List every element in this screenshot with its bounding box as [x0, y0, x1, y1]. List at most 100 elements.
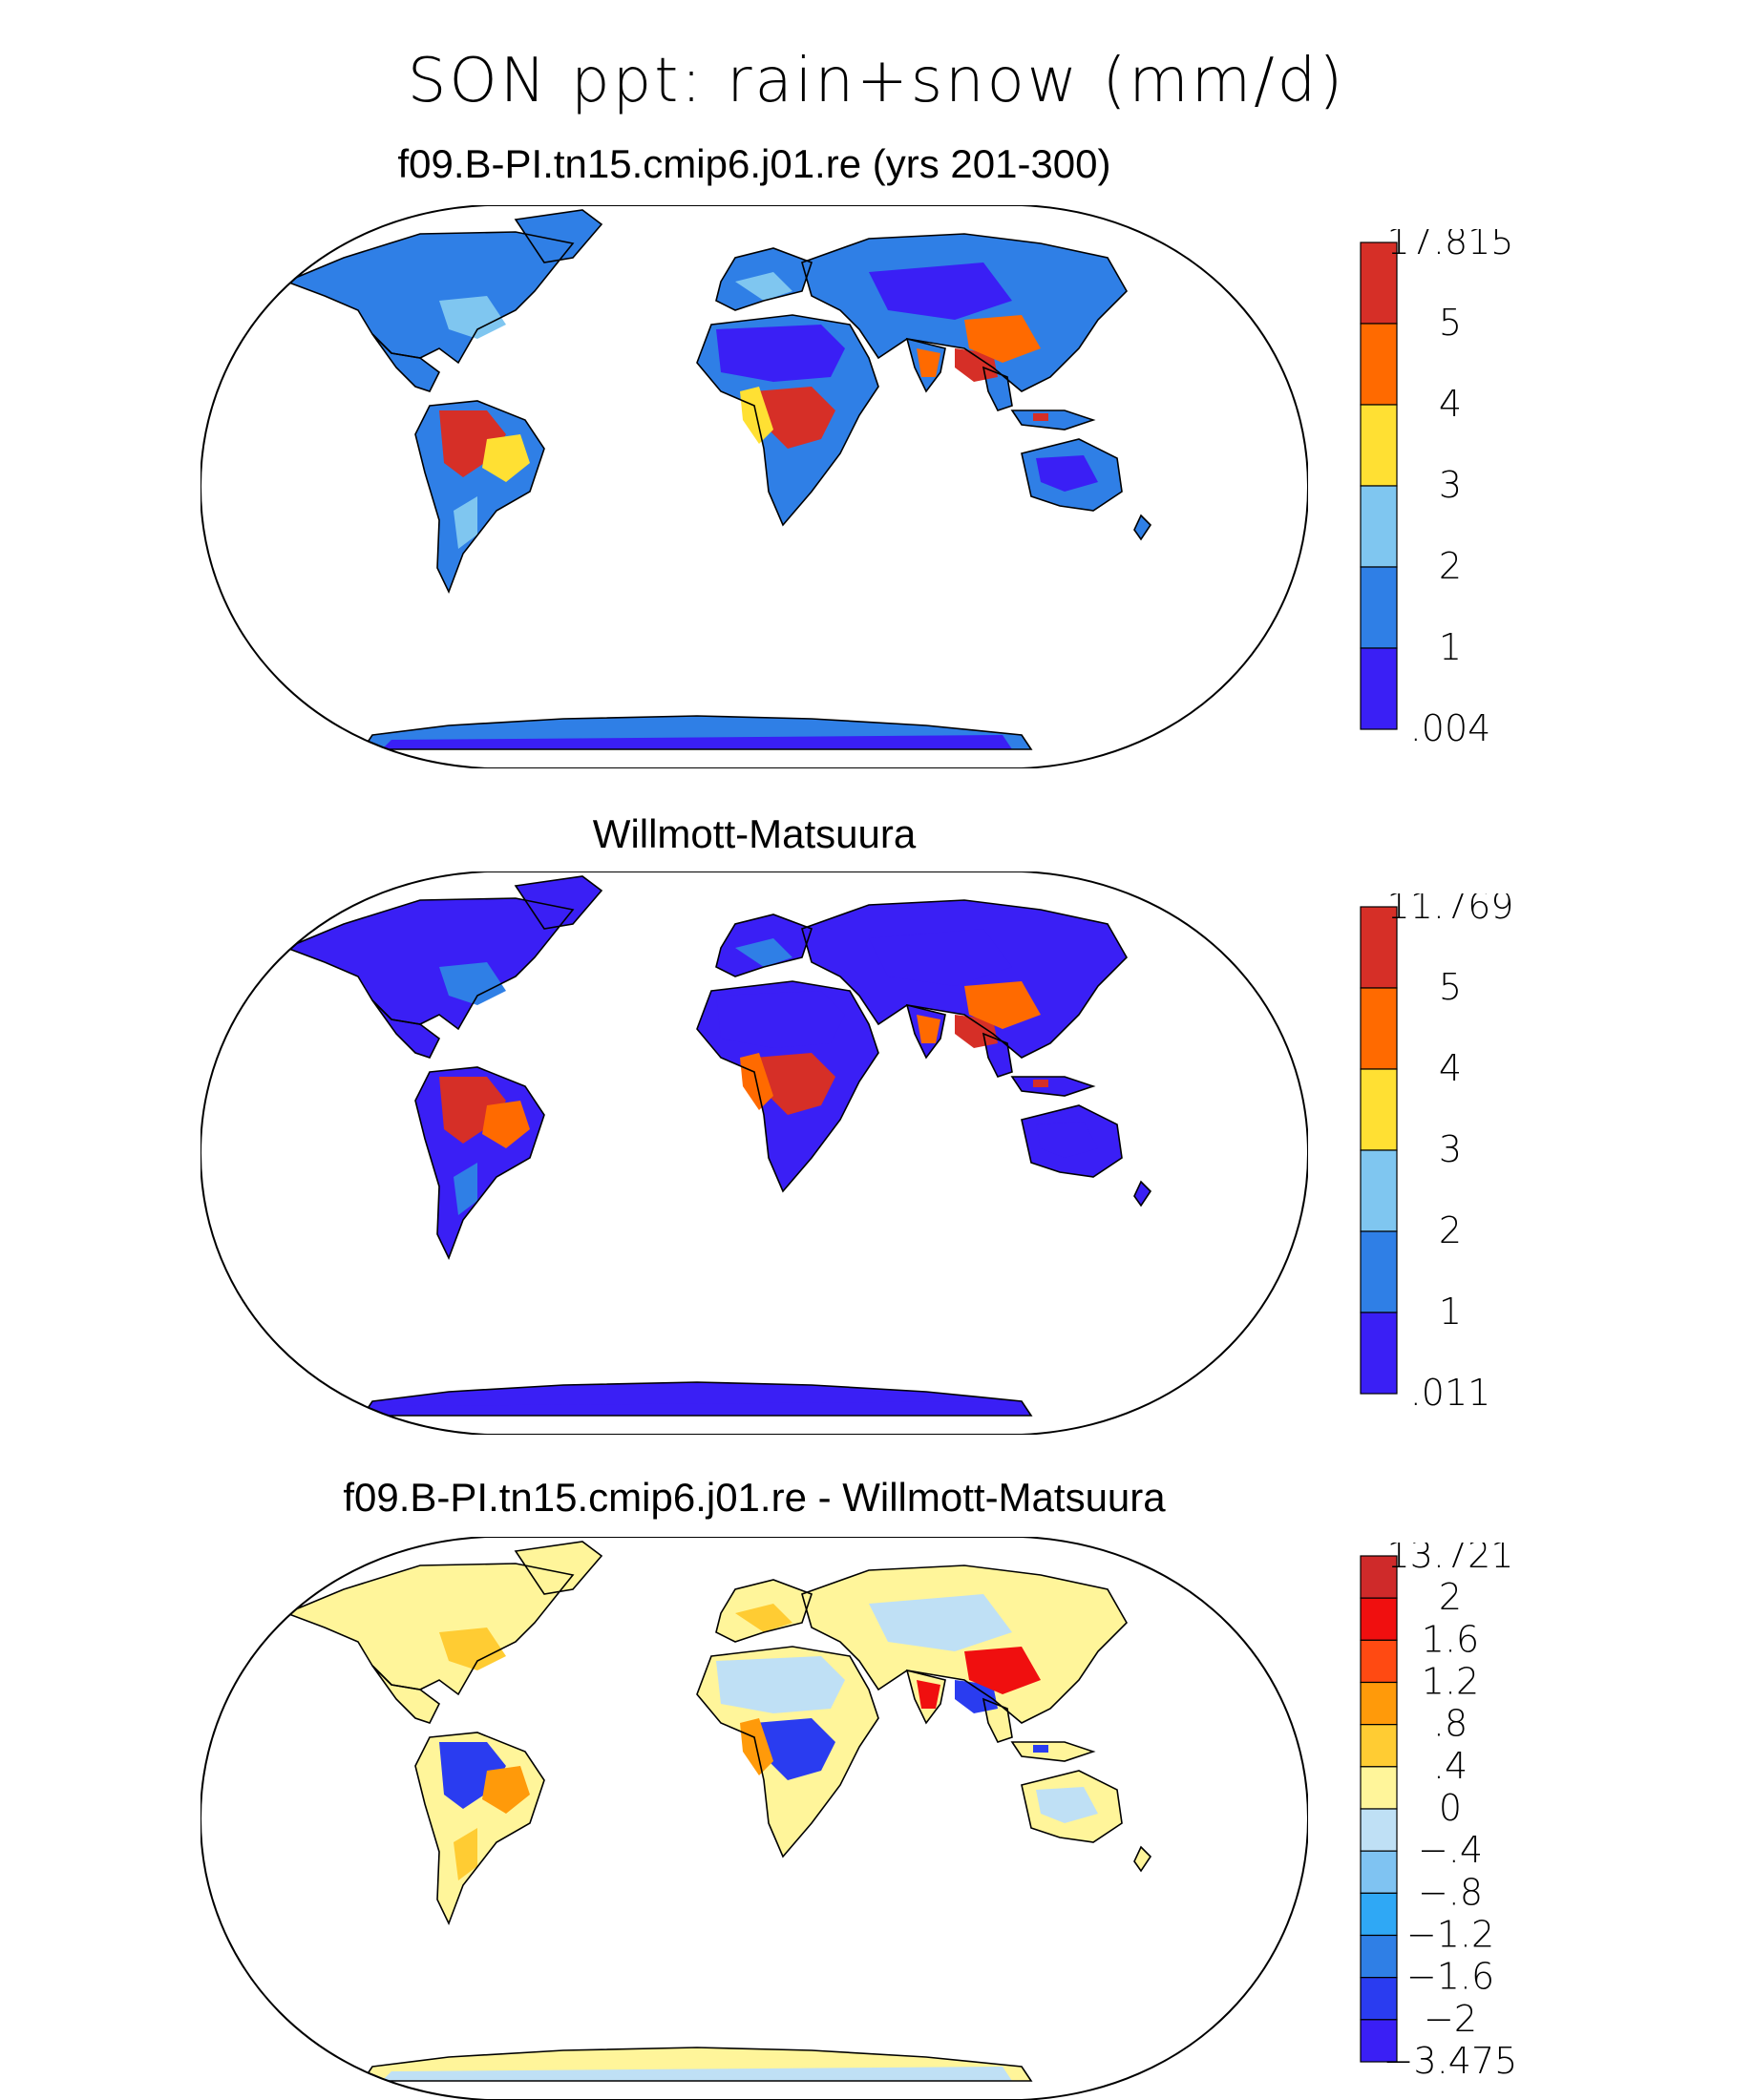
- coastline-greenland: [514, 1541, 603, 1595]
- land-centralAmerica: [372, 1000, 439, 1058]
- field-arid-2: [869, 1594, 1012, 1651]
- field-arid-3: [382, 735, 1012, 749]
- colorbar-label-11: −2: [1424, 1998, 1477, 2040]
- field-moist_mid-1: [735, 272, 792, 301]
- colorbar-label-0: 17.815: [1387, 229, 1514, 262]
- colorbar-swatch-3: [1360, 485, 1398, 568]
- colorbar-label-3: 3: [1439, 1128, 1462, 1170]
- field-tropics_wet-2: [955, 1680, 998, 1713]
- field-tropics_mod-0: [482, 434, 530, 482]
- colorbar-label-6: .011: [1410, 1372, 1491, 1409]
- colorbar-swatch-3: [1360, 1149, 1398, 1232]
- coastline-seAsia: [982, 1032, 1013, 1078]
- coastline-asia: [801, 1564, 1128, 1724]
- colorbar-swatch-2: [1360, 404, 1398, 487]
- field-arid-2: [869, 262, 1012, 320]
- land-northAmerica: [286, 1564, 573, 1694]
- field-arid-0: [716, 325, 845, 382]
- field-arid-1: [1036, 1787, 1098, 1823]
- field-tropics_wet-1: [754, 1718, 835, 1780]
- colorbar-swatch-10: [1360, 1977, 1398, 2021]
- colorbar-label-5: .4: [1433, 1745, 1468, 1787]
- field-arid-0: [716, 991, 845, 1048]
- colorbar-model: 17.815 5 4 3 2 1 .004: [1360, 229, 1514, 745]
- colorbar-swatch-6: [1360, 1808, 1398, 1852]
- coastline-northAmerica: [284, 231, 575, 365]
- colorbar-swatch-3: [1360, 1681, 1398, 1726]
- land-northAmerica: [286, 898, 573, 1029]
- coastline-southAmerica: [414, 400, 545, 595]
- field-monsoon-0: [964, 981, 1041, 1029]
- colorbar-label-2: 1.6: [1422, 1618, 1479, 1660]
- field-arid-1: [1036, 1122, 1098, 1158]
- coastline-asia: [801, 233, 1128, 392]
- land-centralAmerica: [372, 1666, 439, 1723]
- coastline-africa: [696, 1646, 879, 1858]
- colorbar-swatch-8: [1360, 1892, 1398, 1937]
- field-monsoon-1: [917, 348, 940, 377]
- colorbar-label-8: −.8: [1418, 1871, 1483, 1913]
- colorbar-swatch-2: [1360, 1639, 1398, 1684]
- coastline-newZealand: [1133, 1845, 1152, 1873]
- colorbar-label-2: 4: [1439, 1047, 1462, 1089]
- field-moist_mid-0: [439, 962, 506, 1005]
- field-moist_mid-2: [454, 1828, 477, 1880]
- field-arid-0: [716, 1656, 845, 1713]
- map-boundary: [201, 872, 1308, 1435]
- coastline-centralAmerica: [371, 1665, 441, 1724]
- coastline-antarctica: [361, 1381, 1033, 1417]
- colorbar-swatch-4: [1360, 566, 1398, 649]
- coastline-greenland: [514, 875, 603, 930]
- colorbar-label-1: 5: [1439, 302, 1462, 344]
- colorbar-swatch-5: [1360, 1766, 1398, 1810]
- field-moist_mid-1: [735, 938, 792, 967]
- field-tropics_wet-3: [1033, 413, 1048, 421]
- colorbar-swatch-4: [1360, 1724, 1398, 1768]
- colorbar-label-0: 11.769: [1387, 893, 1514, 927]
- coastline-northAmerica: [284, 897, 575, 1031]
- coastline-seAsia: [982, 1697, 1013, 1743]
- field-tropics_wet-2: [955, 348, 998, 382]
- coastline-europe: [715, 247, 813, 311]
- coastline-indonesia: [1010, 1076, 1096, 1097]
- colorbar-label-6: 0: [1439, 1787, 1462, 1829]
- field-moist_mid-0: [439, 296, 506, 339]
- field-tropics_wet-2: [955, 1015, 998, 1048]
- coastline-australia: [1021, 1770, 1123, 1843]
- colorbar-swatch-2: [1360, 1068, 1398, 1151]
- land-indonesia: [1012, 410, 1093, 430]
- field-arid-1: [1036, 455, 1098, 492]
- field-arid-3: [382, 2067, 1012, 2081]
- field-tropics_wet-0: [439, 1077, 506, 1144]
- panel-title-observations: Willmott-Matsuura: [592, 811, 917, 856]
- colorbar-swatch-7: [1360, 1850, 1398, 1894]
- panel-title-difference: f09.B-PI.tn15.cmip6.j01.re - Willmott-Ma…: [343, 1475, 1166, 1520]
- coastline-seAsia: [982, 366, 1013, 411]
- colorbar-label-4: 2: [1439, 545, 1462, 587]
- land-centralAmerica: [372, 334, 439, 391]
- colorbar-label-5: 1: [1439, 626, 1462, 668]
- land-indonesia: [1012, 1077, 1093, 1096]
- coastline-southAmerica: [414, 1732, 545, 1926]
- field-moist_mid-2: [454, 1163, 477, 1215]
- coastline-northAmerica: [284, 1563, 575, 1696]
- field-tropics_wet-1: [754, 387, 835, 449]
- field-tropics_mod-0: [482, 1101, 530, 1148]
- colorbar-swatch-11: [1360, 2019, 1398, 2063]
- colorbar-label-4: .8: [1433, 1703, 1468, 1745]
- colorbar-label-3: 3: [1439, 464, 1462, 506]
- field-monsoon-0: [964, 315, 1041, 363]
- field-tropics_wet-3: [1033, 1745, 1048, 1753]
- field-arid-3: [382, 1401, 1012, 1416]
- coastline-antarctica: [361, 715, 1033, 750]
- figure-title: SON ppt: rain+snow (mm/d): [407, 46, 1346, 116]
- coastline-southAmerica: [414, 1066, 545, 1261]
- colorbar-label-4: 2: [1439, 1209, 1462, 1251]
- field-moist_mid-2: [454, 496, 477, 549]
- field-moist_mid-0: [439, 1628, 506, 1670]
- field-tropics_wet-0: [439, 410, 506, 477]
- colorbar-label-5: 1: [1439, 1291, 1462, 1333]
- field-tropics_wet-1: [754, 1053, 835, 1115]
- coastline-australia: [1021, 1104, 1123, 1178]
